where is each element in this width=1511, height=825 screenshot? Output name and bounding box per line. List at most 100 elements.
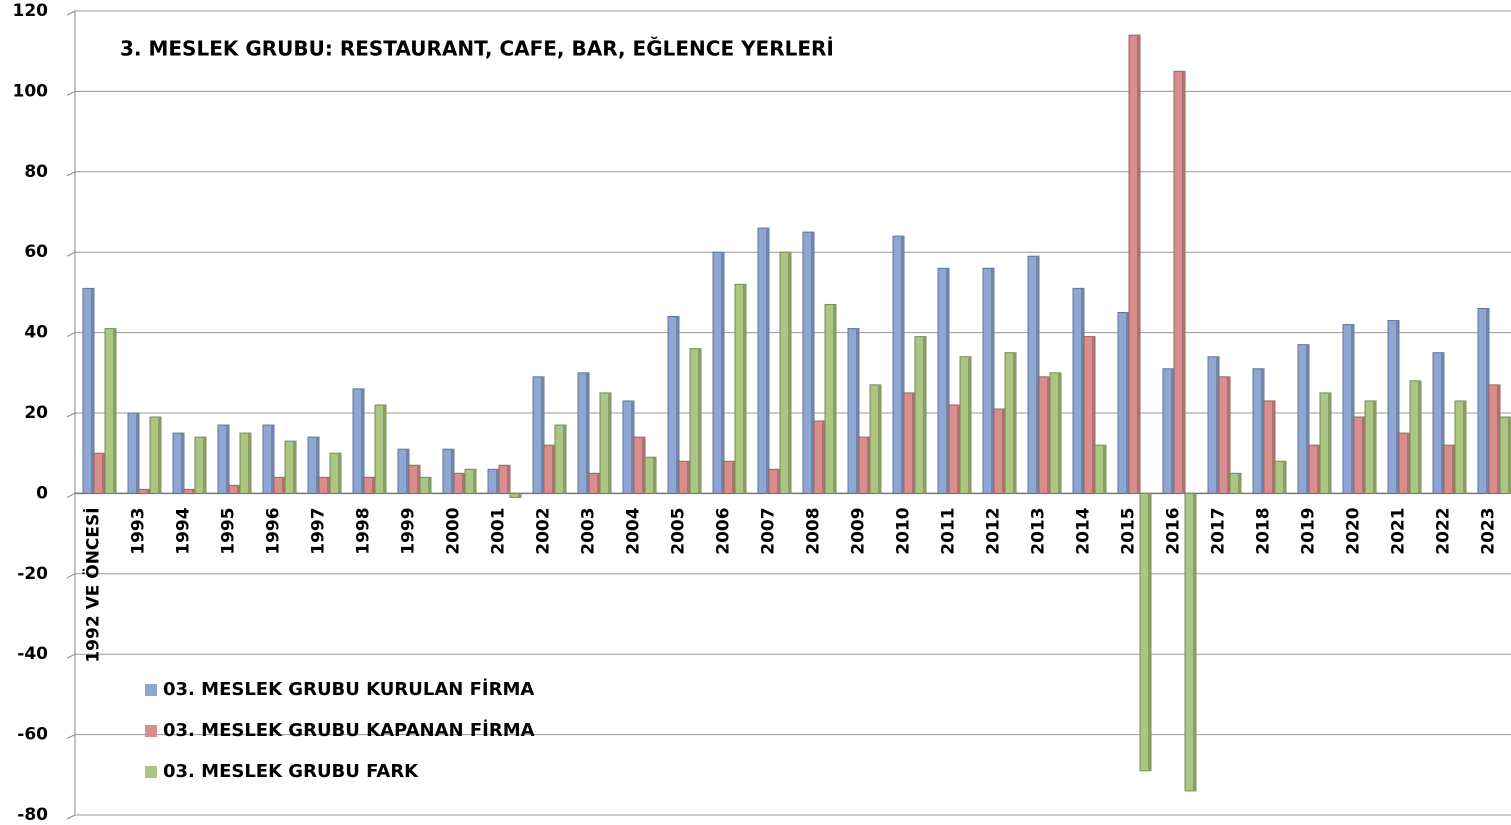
tick-mark <box>66 653 76 659</box>
y-tick-label: 20 <box>24 403 48 423</box>
bar-side <box>372 477 375 494</box>
y-tick-label: 40 <box>24 323 48 343</box>
bar-side <box>1227 376 1230 494</box>
bar-side <box>496 469 499 494</box>
x-tick-label: 1996 <box>264 507 284 554</box>
tick-mark <box>66 814 76 820</box>
bar-side <box>946 268 949 494</box>
bar-side <box>968 356 971 494</box>
bar-side <box>1036 256 1039 494</box>
x-tick-label: 2006 <box>714 507 734 554</box>
x-tick-label: 2022 <box>1434 507 1454 554</box>
y-tick-label: 80 <box>24 162 48 182</box>
legend-swatch <box>145 684 157 696</box>
bar-side <box>597 473 600 494</box>
y-tick-label: 0 <box>36 483 48 503</box>
bar-side <box>766 228 769 494</box>
bar-side <box>203 437 206 494</box>
x-tick-label: 2021 <box>1389 507 1409 554</box>
legend-label: 03. MESLEK GRUBU KURULAN FİRMA <box>163 678 534 700</box>
bar-side <box>1497 384 1500 494</box>
x-tick-label: 1998 <box>354 507 374 554</box>
bar-side <box>586 372 589 494</box>
x-tick-label: 2004 <box>624 507 644 554</box>
tick-mark <box>66 251 76 257</box>
bar-side <box>1081 288 1084 494</box>
bar-side <box>1463 400 1466 494</box>
tick-mark <box>66 10 76 16</box>
bar-side <box>293 441 296 494</box>
bar-side <box>473 469 476 494</box>
bar-side <box>957 404 960 494</box>
bar-side <box>1047 376 1050 494</box>
bar-side <box>1148 493 1151 771</box>
bar-side <box>687 461 690 494</box>
bar-side <box>248 433 251 494</box>
chart-title: 3. MESLEK GRUBU: RESTAURANT, CAFE, BAR, … <box>120 37 834 61</box>
bar-side <box>642 437 645 494</box>
bar-side <box>676 316 679 494</box>
x-tick-label: 2001 <box>489 507 509 554</box>
bar-side <box>563 425 566 494</box>
x-tick-label: 2012 <box>984 507 1004 554</box>
y-tick-label: -20 <box>17 564 48 584</box>
x-tick-label: 2002 <box>534 507 554 554</box>
tick-mark <box>66 734 76 740</box>
y-tick-label: 100 <box>13 81 49 101</box>
y-tick-label: -40 <box>17 644 48 664</box>
bar-side <box>1013 352 1016 494</box>
bar-side <box>1171 368 1174 494</box>
bar-side <box>856 328 859 494</box>
bar-side <box>1351 324 1354 494</box>
legend-label: 03. MESLEK GRUBU KAPANAN FİRMA <box>163 719 535 741</box>
bar-side <box>136 413 139 494</box>
x-tick-label: 2019 <box>1299 507 1319 554</box>
bar-side <box>1193 493 1196 791</box>
bar-side <box>1126 312 1129 494</box>
bar-side <box>721 252 724 494</box>
bar-side <box>991 268 994 494</box>
x-tick-label: 2023 <box>1479 507 1499 554</box>
bar-side <box>743 284 746 494</box>
bar-side <box>406 449 409 494</box>
x-tick-label: 2015 <box>1119 507 1139 554</box>
bar-side <box>113 328 116 494</box>
bar <box>1499 416 1511 494</box>
x-tick-label: 1993 <box>129 507 149 554</box>
bar-side <box>451 449 454 494</box>
bar-side <box>1407 433 1410 494</box>
bar-side <box>1328 392 1331 494</box>
bar-side <box>1058 372 1061 494</box>
bar-side <box>282 477 285 494</box>
bar-side <box>237 485 240 494</box>
x-tick-label: 2016 <box>1164 507 1184 554</box>
bar-side <box>1103 445 1106 494</box>
bar-side <box>1418 380 1421 494</box>
x-tick-label: 2000 <box>444 507 464 554</box>
bar-side <box>462 473 465 494</box>
x-tick-label: 1997 <box>309 507 329 554</box>
bar-side <box>1486 308 1489 494</box>
tick-mark <box>66 492 76 498</box>
bar-side <box>608 392 611 494</box>
bar-side <box>428 477 431 494</box>
x-tick-label: 2013 <box>1029 507 1049 554</box>
x-tick-label: 1995 <box>219 507 239 554</box>
x-tick-label: 1994 <box>174 507 194 554</box>
bar-side <box>901 236 904 494</box>
x-tick-label: 2009 <box>849 507 869 554</box>
bar-side <box>1508 417 1511 494</box>
tick-mark <box>66 90 76 96</box>
bar-side <box>698 348 701 494</box>
bar-side <box>1092 336 1095 494</box>
x-tick-label: 2005 <box>669 507 689 554</box>
bar-side <box>91 288 94 494</box>
bar-side <box>1396 320 1399 494</box>
bar-side <box>811 232 814 494</box>
x-tick-label: 2014 <box>1074 507 1094 554</box>
bar-side <box>653 457 656 494</box>
bar-side <box>1441 352 1444 494</box>
y-tick-label: -80 <box>17 805 48 825</box>
bar-side <box>732 461 735 494</box>
